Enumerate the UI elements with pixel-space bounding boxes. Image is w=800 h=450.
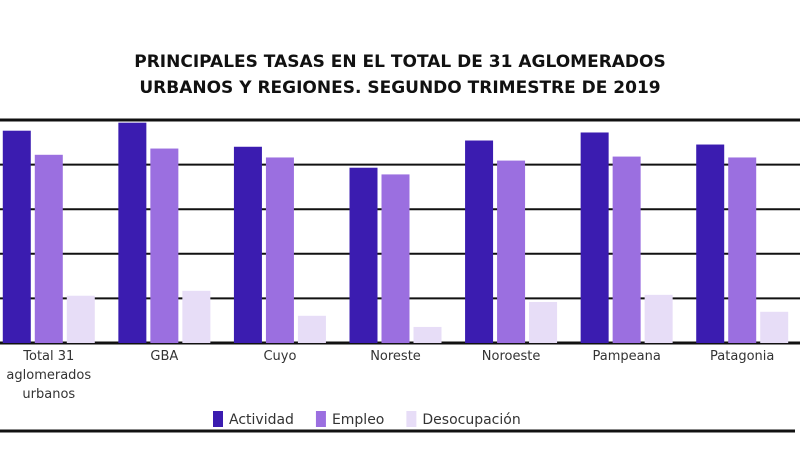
- bar: [696, 144, 725, 343]
- legend-swatch: [315, 411, 326, 427]
- legend-swatch: [213, 411, 223, 427]
- bar: [644, 294, 673, 343]
- legend-label: Desocupación: [422, 412, 520, 428]
- bar: [728, 157, 757, 343]
- bar: [381, 174, 410, 343]
- x-tick-label: Noreste: [370, 349, 421, 364]
- bar: [2, 130, 31, 343]
- x-tick-label: Pampeana: [592, 349, 661, 364]
- x-tick-label: Noroeste: [481, 349, 541, 364]
- bar: [265, 157, 294, 343]
- bar: [529, 301, 558, 343]
- bar: [182, 290, 211, 343]
- bar: [612, 156, 641, 343]
- bar: [760, 311, 789, 343]
- x-tick-label: Cuyo: [263, 349, 297, 364]
- bar: [233, 146, 262, 343]
- legend-label: Actividad: [229, 412, 294, 428]
- x-tick-label: GBA: [150, 349, 179, 364]
- bar: [349, 167, 378, 343]
- legend-label: Empleo: [332, 412, 384, 428]
- chart-title: PRINCIPALES TASAS EN EL TOTAL DE 31 AGLO…: [134, 52, 666, 72]
- bar: [580, 132, 609, 343]
- bar: [465, 140, 494, 343]
- x-tick-label: Total 31 aglomerados urbanos: [6, 349, 92, 402]
- x-tick-label: Patagonia: [710, 349, 775, 364]
- bar: [118, 122, 147, 344]
- legend-swatch: [406, 411, 417, 427]
- bar: [34, 154, 63, 343]
- chart-title: URBANOS Y REGIONES. SEGUNDO TRIMESTRE DE…: [139, 78, 661, 98]
- bar: [150, 148, 179, 343]
- bar: [413, 326, 442, 343]
- bar: [497, 160, 526, 343]
- bar: [66, 295, 95, 343]
- bar: [297, 315, 326, 343]
